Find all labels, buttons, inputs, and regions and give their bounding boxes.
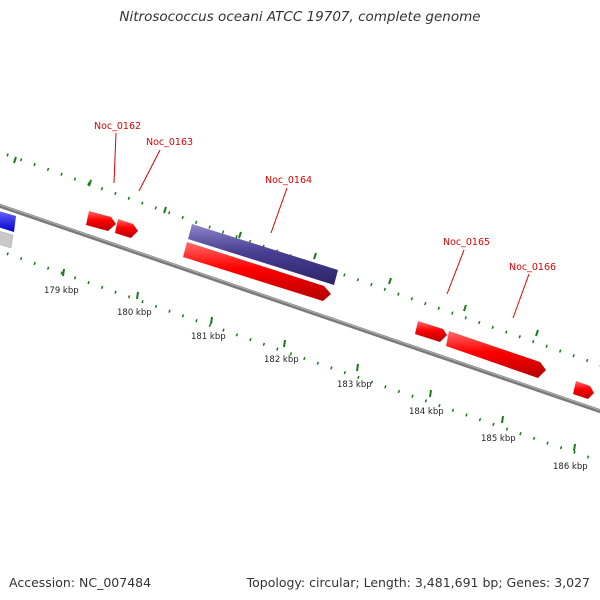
- gene-noc-0164-cds[interactable]: [183, 242, 331, 301]
- inner-tick-ring: [0, 249, 600, 463]
- outer-major-tick: [13, 156, 17, 164]
- inner-major-tick: [210, 316, 213, 325]
- gene-label-noc-0162[interactable]: Noc_0162: [94, 121, 141, 132]
- gene-partial-right: [573, 381, 594, 399]
- gene-label-noc-0164[interactable]: Noc_0164: [265, 175, 312, 186]
- accession-label: Accession: NC_007484: [9, 575, 152, 590]
- gene-label-noc-0163[interactable]: Noc_0163: [146, 137, 193, 148]
- inner-major-tick: [573, 443, 576, 452]
- gene-noc-0164[interactable]: [188, 224, 338, 285]
- leader-noc-0164: [270, 187, 288, 234]
- outer-major-tick: [88, 179, 92, 187]
- gene-noc-0165[interactable]: [415, 321, 447, 342]
- inner-major-tick: [429, 389, 432, 398]
- feature-partial-left: [0, 211, 16, 249]
- gene-labels: Noc_0162 Noc_0163 Noc_0164 Noc_0165 Noc_…: [94, 121, 556, 273]
- tick-label-183: 183 kbp: [337, 380, 372, 390]
- gene-noc-0162[interactable]: [86, 211, 116, 231]
- tick-label-180: 180 kbp: [117, 308, 152, 318]
- gene-label-noc-0166[interactable]: Noc_0166: [509, 262, 556, 273]
- outer-major-tick: [313, 252, 317, 260]
- outer-major-tick: [163, 206, 167, 214]
- gene-label-leaders: [113, 132, 530, 319]
- tick-label-181: 181 kbp: [191, 332, 226, 342]
- inner-major-tick: [501, 415, 504, 424]
- outer-major-tick: [388, 277, 392, 285]
- tick-label-186: 186 kbp: [553, 462, 588, 472]
- page-title: Nitrosococcus oceani ATCC 19707, complet…: [119, 9, 481, 25]
- gene-label-noc-0165[interactable]: Noc_0165: [443, 237, 490, 248]
- outer-major-tick: [535, 329, 539, 337]
- leader-noc-0162: [113, 132, 117, 184]
- inner-major-tick: [283, 339, 286, 348]
- genome-summary: Topology: circular; Length: 3,481,691 bp…: [246, 575, 590, 590]
- tick-labels: 179 kbp 180 kbp 181 kbp 182 kbp 183 kbp …: [44, 286, 588, 472]
- leader-noc-0166: [512, 273, 530, 319]
- outer-major-tick: [463, 304, 467, 312]
- outer-major-tick: [238, 231, 242, 239]
- outer-tick-ring: [0, 150, 600, 367]
- genome-backbone-highlight: [0, 204, 600, 411]
- inner-major-tick: [136, 291, 139, 300]
- cds-grey-partial: [0, 231, 14, 249]
- tick-label-182: 182 kbp: [264, 355, 299, 365]
- tick-label-185: 185 kbp: [481, 434, 516, 444]
- leader-noc-0165: [446, 249, 465, 295]
- inner-major-tick: [356, 363, 359, 372]
- tick-label-179: 179 kbp: [44, 286, 79, 296]
- gene-noc-0166[interactable]: [446, 331, 546, 378]
- gene-noc-0163[interactable]: [115, 219, 138, 238]
- leader-noc-0163: [138, 149, 161, 192]
- inner-major-tick: [62, 268, 65, 277]
- genome-backbone: [0, 203, 600, 414]
- cds-blue-partial: [0, 211, 16, 232]
- tick-label-184: 184 kbp: [409, 407, 444, 417]
- gene-features: [86, 211, 594, 399]
